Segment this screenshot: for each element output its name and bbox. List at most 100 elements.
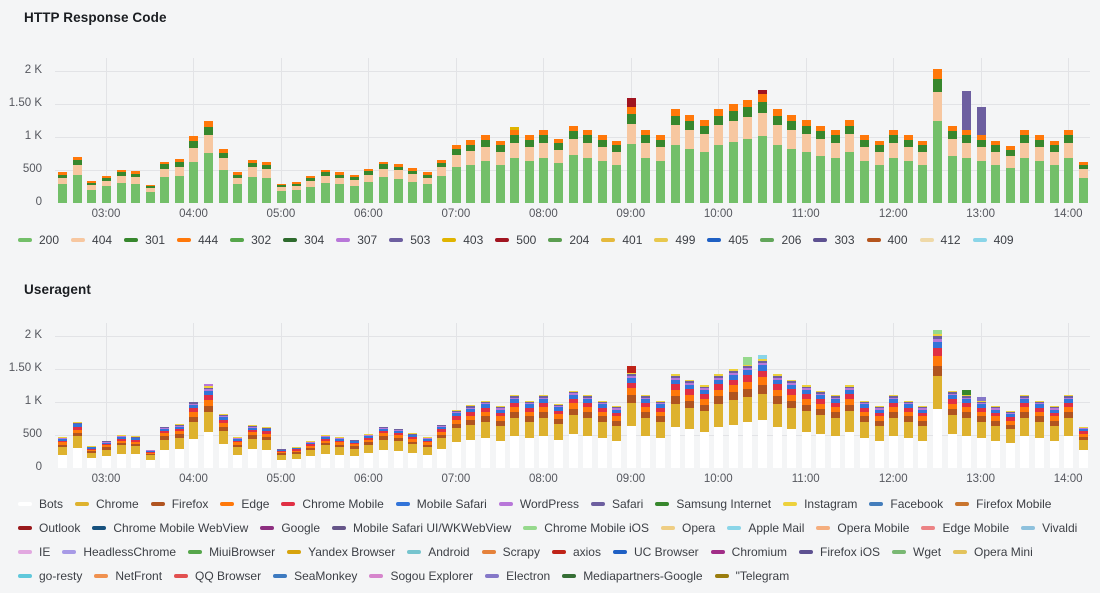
legend-item-303[interactable]: 303	[813, 232, 855, 247]
bar-segment-chrome	[1020, 418, 1030, 436]
legend-marker-icon	[389, 237, 404, 242]
bar-segment-chrome	[1064, 418, 1074, 436]
legend-item-503[interactable]: 503	[389, 232, 430, 247]
legend-marker-icon	[481, 549, 496, 554]
legend-item-apple-mail[interactable]: Apple Mail	[727, 520, 804, 535]
bar-segment-444	[539, 130, 549, 136]
bar-segment-bots	[320, 453, 330, 468]
legend-item-302[interactable]: 302	[230, 232, 271, 247]
legend-item-edge-mobile[interactable]: Edge Mobile	[921, 520, 1009, 535]
bar-segment-instagram	[1020, 395, 1030, 397]
bar-segment-301	[845, 126, 855, 135]
legend-item-301[interactable]: 301	[124, 232, 165, 247]
legend-item-sogou-explorer[interactable]: Sogou Explorer	[369, 568, 473, 583]
legend-item-500[interactable]: 500	[495, 232, 536, 247]
legend-item-edge[interactable]: Edge	[220, 496, 269, 511]
legend-item-vivaldi[interactable]: Vivaldi	[1021, 520, 1077, 535]
bar	[845, 385, 855, 468]
legend-item-mediapartners-google[interactable]: Mediapartners-Google	[562, 568, 703, 583]
legend-item-chrome-mobile[interactable]: Chrome Mobile	[281, 496, 384, 511]
legend-item-307[interactable]: 307	[336, 232, 377, 247]
bar-segment-200	[320, 182, 330, 203]
legend-item-instagram[interactable]: Instagram	[783, 496, 857, 511]
legend-item-304[interactable]: 304	[283, 232, 324, 247]
legend-item-mobile-safari-ui-wkwebview[interactable]: Mobile Safari UI/WKWebView	[332, 520, 511, 535]
x-tick-label: 13:00	[966, 208, 996, 220]
legend-marker-icon	[783, 501, 798, 506]
legend-item-android[interactable]: Android	[407, 544, 470, 559]
legend-item-mobile-safari[interactable]: Mobile Safari	[395, 496, 487, 511]
bar-segment-wordpress	[685, 383, 695, 385]
legend-item-firefox-mobile[interactable]: Firefox Mobile	[955, 496, 1051, 511]
legend-item-chrome-mobile-ios[interactable]: Chrome Mobile iOS	[523, 520, 649, 535]
legend-item-facebook[interactable]: Facebook	[869, 496, 943, 511]
bar-segment-mobile-safari	[58, 439, 68, 441]
bar	[641, 130, 651, 203]
bar	[524, 400, 534, 468]
bar-segment-bots	[860, 438, 870, 468]
legend-item-outlook[interactable]: Outlook	[18, 520, 80, 535]
legend-item-chrome-mobile-webview[interactable]: Chrome Mobile WebView	[92, 520, 248, 535]
legend-marker-icon	[727, 525, 742, 530]
legend-item-qq-browser[interactable]: QQ Browser	[174, 568, 261, 583]
legend-item-uc-browser[interactable]: UC Browser	[612, 544, 699, 559]
legend-item-scrapy[interactable]: Scrapy	[481, 544, 540, 559]
legend-item-chrome[interactable]: Chrome	[75, 496, 139, 511]
bar-segment-wordpress	[1020, 397, 1030, 400]
legend-item-405[interactable]: 405	[707, 232, 748, 247]
legend-item-axios[interactable]: axios	[551, 544, 601, 559]
legend-item-firefox[interactable]: Firefox	[150, 496, 208, 511]
bar-segment-mobile-safari	[131, 438, 141, 440]
legend-item-opera-mobile[interactable]: Opera Mobile	[816, 520, 909, 535]
legend-item-401[interactable]: 401	[601, 232, 642, 247]
legend-item-412[interactable]: 412	[919, 232, 961, 247]
legend-item-206[interactable]: 206	[760, 232, 801, 247]
bar-segment-mobile-safari	[991, 409, 1001, 413]
legend-item-yandex-browser[interactable]: Yandex Browser	[287, 544, 395, 559]
legend-label: Chrome Mobile WebView	[113, 520, 249, 535]
legend-item-headlesschrome[interactable]: HeadlessChrome	[62, 544, 176, 559]
legend-item--telegram[interactable]: "Telegram	[714, 568, 789, 583]
legend-item-samsung-internet[interactable]: Samsung Internet	[655, 496, 771, 511]
legend-item-499[interactable]: 499	[654, 232, 695, 247]
legend-item-409[interactable]: 409	[972, 232, 1014, 247]
legend-item-chromium[interactable]: Chromium	[710, 544, 787, 559]
legend-item-google[interactable]: Google	[260, 520, 320, 535]
bar-segment-chrome-mobile	[670, 384, 680, 390]
legend-item-wordpress[interactable]: WordPress	[498, 496, 579, 511]
legend-item-opera[interactable]: Opera	[661, 520, 715, 535]
bar-segment-edge	[87, 449, 97, 452]
bar-segment-301	[539, 135, 549, 143]
legend-item-404[interactable]: 404	[71, 232, 112, 247]
bar-segment-safari	[131, 436, 141, 438]
bar-segment-301	[787, 121, 797, 130]
bar-segment-firefox	[1064, 412, 1074, 419]
bar-segment-edge	[233, 442, 243, 445]
bar-segment-bots	[349, 455, 359, 468]
legend-item-firefox-ios[interactable]: Firefox iOS	[799, 544, 880, 559]
bar-segment-instagram	[189, 401, 199, 403]
legend-item-204[interactable]: 204	[548, 232, 589, 247]
bar-segment-chrome-mobile	[612, 412, 622, 417]
legend-item-200[interactable]: 200	[18, 232, 59, 247]
bar-segment-200	[553, 163, 563, 203]
legend-item-miuibrowser[interactable]: MiuiBrowser	[188, 544, 275, 559]
bar	[72, 156, 82, 203]
bar	[714, 109, 724, 203]
legend-item-wget[interactable]: Wget	[892, 544, 941, 559]
legend-item-400[interactable]: 400	[866, 232, 908, 247]
bar-segment-instagram	[1049, 406, 1059, 408]
legend-item-electron[interactable]: Electron	[485, 568, 550, 583]
legend-item-bots[interactable]: Bots	[18, 496, 63, 511]
legend-item-opera-mini[interactable]: Opera Mini	[953, 544, 1033, 559]
legend-item-netfront[interactable]: NetFront	[94, 568, 162, 583]
bar-segment-mobile-safari	[685, 384, 695, 390]
legend-item-seamonkey[interactable]: SeaMonkey	[273, 568, 357, 583]
legend-item-go-resty[interactable]: go-resty	[18, 568, 82, 583]
bar-segment-bots	[378, 449, 388, 468]
bar-segment-mobile-safari	[714, 379, 724, 385]
legend-item-ie[interactable]: IE	[18, 544, 50, 559]
legend-item-403[interactable]: 403	[442, 232, 483, 247]
legend-item-444[interactable]: 444	[177, 232, 218, 247]
legend-item-safari[interactable]: Safari	[590, 496, 643, 511]
